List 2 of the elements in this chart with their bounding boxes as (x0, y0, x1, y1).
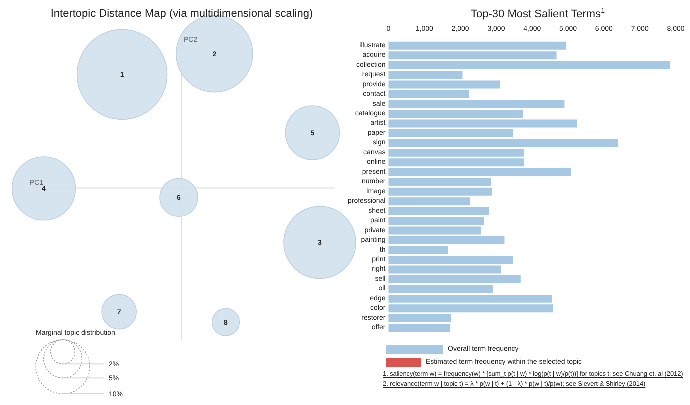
chart-title: Top-30 Most Salient Terms$^{1}$ (471, 8, 605, 21)
text: Intertopic Distance Map (via multidimensional scaling) (50, 8, 314, 20)
